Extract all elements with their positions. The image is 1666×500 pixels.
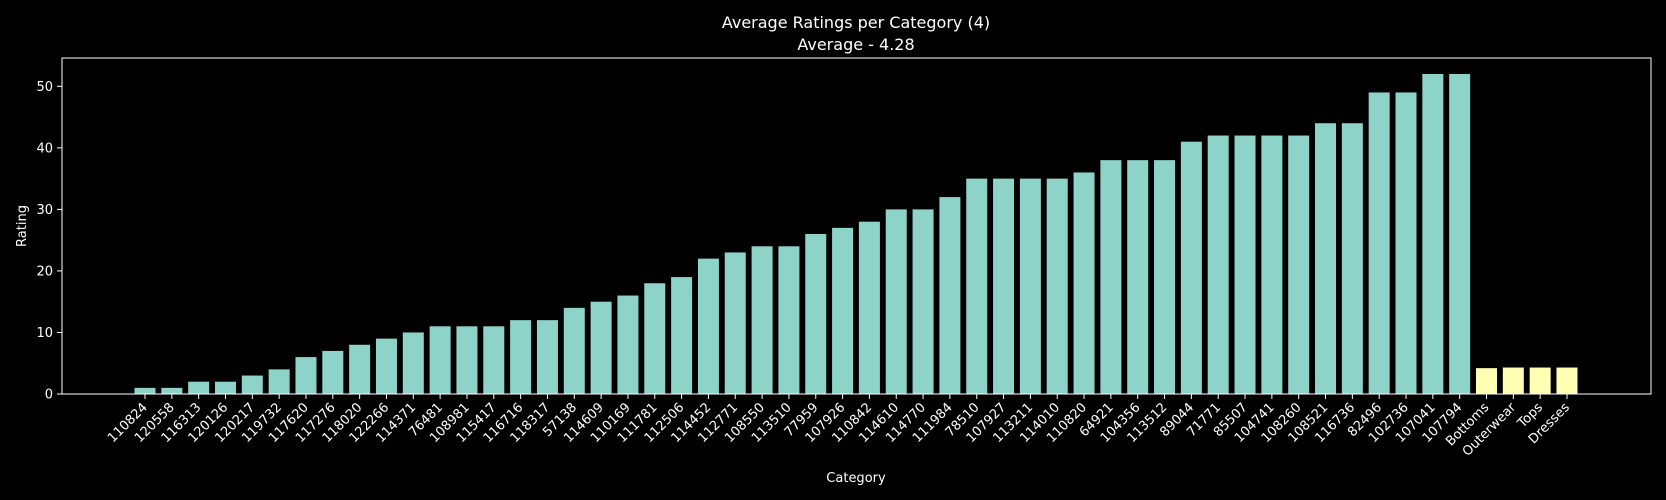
y-tick-label: 50 xyxy=(36,80,53,95)
bar-110824 xyxy=(134,387,156,394)
bar-120126 xyxy=(214,381,236,394)
bar-107926 xyxy=(832,227,854,394)
y-axis: 0 10 20 30 40 50 xyxy=(36,80,62,403)
bar-112506 xyxy=(671,277,693,394)
bar-57138 xyxy=(563,307,585,394)
bar-107041 xyxy=(1422,74,1444,394)
bar-64921 xyxy=(1100,160,1122,394)
bar-114770 xyxy=(912,209,934,394)
bar-110169 xyxy=(617,295,639,394)
y-tick-label: 30 xyxy=(36,203,53,218)
y-axis-label: Rating xyxy=(15,205,30,247)
bar-Outerwear xyxy=(1502,367,1524,394)
bar-102736 xyxy=(1395,92,1417,395)
bar-120558 xyxy=(161,387,183,394)
chart-title: Average Ratings per Category (4) xyxy=(722,13,990,32)
bar-118317 xyxy=(536,320,558,394)
bar-114452 xyxy=(697,258,719,394)
bar-115417 xyxy=(483,326,505,394)
bar-117276 xyxy=(322,350,344,394)
bar-114610 xyxy=(885,209,907,394)
bar-114371 xyxy=(402,332,424,394)
y-tick-label: 10 xyxy=(36,326,53,341)
bar-119732 xyxy=(268,369,290,394)
bar-85507 xyxy=(1234,135,1256,395)
x-axis-label: Category xyxy=(826,471,886,486)
bar-122266 xyxy=(375,338,397,394)
y-tick-label: 20 xyxy=(36,264,53,279)
bar-114609 xyxy=(590,301,612,394)
bar-89044 xyxy=(1180,141,1202,394)
bar-108981 xyxy=(456,326,478,394)
bar-series xyxy=(134,74,1578,395)
bar-107927 xyxy=(993,178,1015,394)
bar-108521 xyxy=(1315,123,1337,394)
bar-111781 xyxy=(644,283,666,394)
y-tick-label: 40 xyxy=(36,141,53,156)
bar-77959 xyxy=(805,234,827,394)
bar-Bottoms xyxy=(1476,368,1497,394)
bar-Tops xyxy=(1529,367,1551,394)
chart-subtitle: Average - 4.28 xyxy=(797,35,914,54)
bar-112771 xyxy=(724,252,746,394)
bar-110820 xyxy=(1073,172,1095,394)
bar-78510 xyxy=(966,178,988,394)
bar-108260 xyxy=(1288,135,1310,395)
bar-116313 xyxy=(188,381,210,394)
bar-116736 xyxy=(1341,123,1363,394)
bar-120217 xyxy=(241,375,263,394)
bar-110842 xyxy=(858,221,880,394)
plot-frame xyxy=(61,57,1652,395)
bar-117620 xyxy=(295,357,317,394)
bar-107794 xyxy=(1449,74,1471,394)
bar-76481 xyxy=(429,326,451,394)
bar-104356 xyxy=(1127,160,1149,394)
bar-82496 xyxy=(1368,92,1390,395)
bar-116716 xyxy=(510,320,532,394)
bar-71771 xyxy=(1207,135,1229,395)
bar-118020 xyxy=(349,344,371,394)
bar-108550 xyxy=(751,246,773,394)
bar-113510 xyxy=(778,246,800,394)
bar-Dresses xyxy=(1556,367,1578,394)
bar-113211 xyxy=(1019,178,1041,394)
bar-114010 xyxy=(1046,178,1068,394)
y-tick-label: 0 xyxy=(45,388,53,403)
x-axis: 1108241205581163131201261202171197321176… xyxy=(105,394,1573,460)
bar-113512 xyxy=(1154,160,1176,394)
bar-111984 xyxy=(939,197,961,394)
bar-104741 xyxy=(1261,135,1283,395)
